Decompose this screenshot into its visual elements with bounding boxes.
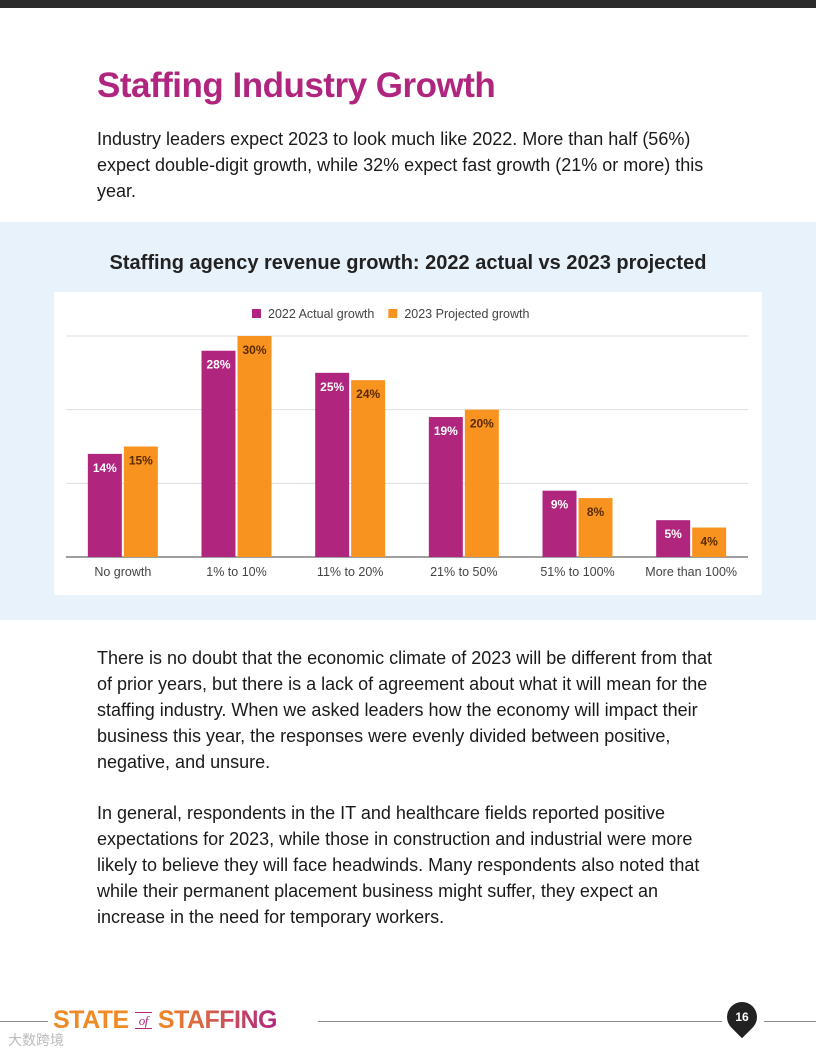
body-paragraph-2: In general, respondents in the IT and he… xyxy=(97,803,700,927)
bar-2022-2 xyxy=(315,372,350,557)
bar-2022-4 xyxy=(542,490,577,557)
data-label: 15% xyxy=(129,454,153,468)
data-label: 30% xyxy=(242,343,266,357)
bar-2023-3 xyxy=(464,409,499,557)
page-number: 16 xyxy=(735,1010,749,1024)
x-tick-label: 1% to 10% xyxy=(206,565,266,579)
legend-swatch-1 xyxy=(388,309,398,318)
bar-2023-1 xyxy=(237,336,272,557)
bar-2022-0 xyxy=(87,453,122,557)
x-tick-label: 11% to 20% xyxy=(317,565,383,579)
chart-title: Staffing agency revenue growth: 2022 act… xyxy=(109,252,707,274)
data-label: 19% xyxy=(434,424,458,438)
bar-2022-1 xyxy=(201,350,236,557)
data-label: 25% xyxy=(320,380,344,394)
page-title: Staffing Industry Growth xyxy=(97,66,496,105)
data-label: 5% xyxy=(664,527,682,541)
bar-2022-3 xyxy=(428,417,463,557)
x-tick-label: More than 100% xyxy=(645,565,737,579)
top-bar xyxy=(0,0,816,8)
state-of-staffing-logo: STATE of STAFFING xyxy=(53,1006,278,1034)
x-tick-label: 21% to 50% xyxy=(430,565,497,579)
data-label: 8% xyxy=(587,505,605,519)
data-label: 14% xyxy=(93,461,117,475)
bar-2023-0 xyxy=(123,446,158,557)
data-label: 4% xyxy=(700,535,718,549)
body-paragraph-1: There is no doubt that the economic clim… xyxy=(97,648,713,772)
x-tick-label: No growth xyxy=(94,565,151,579)
data-label: 20% xyxy=(470,417,494,431)
bar-2022-5 xyxy=(656,520,691,557)
data-label: 9% xyxy=(551,498,569,512)
chart-container: 2022 Actual growth 2023 Projected growth 1… xyxy=(54,292,762,595)
intro-paragraph: Industry leaders expect 2023 to look muc… xyxy=(97,129,704,201)
legend-label-1: 2023 Projected growth xyxy=(404,307,529,321)
x-tick-label: 51% to 100% xyxy=(540,565,614,579)
legend-swatch-0 xyxy=(252,309,261,318)
footer-rule-right xyxy=(764,1021,816,1022)
bar-2023-4 xyxy=(578,498,613,557)
data-label: 24% xyxy=(356,387,380,401)
bar-2023-5 xyxy=(692,527,727,557)
bar-chart: 2022 Actual growth 2023 Projected growth 1… xyxy=(66,307,748,579)
footer-rule-middle xyxy=(318,1021,722,1022)
bar-2023-2 xyxy=(351,380,386,557)
legend-label-0: 2022 Actual growth xyxy=(268,307,374,321)
data-label: 28% xyxy=(206,358,230,372)
footer-rule-left xyxy=(0,1021,48,1022)
watermark: 大数跨境 xyxy=(8,1032,64,1048)
